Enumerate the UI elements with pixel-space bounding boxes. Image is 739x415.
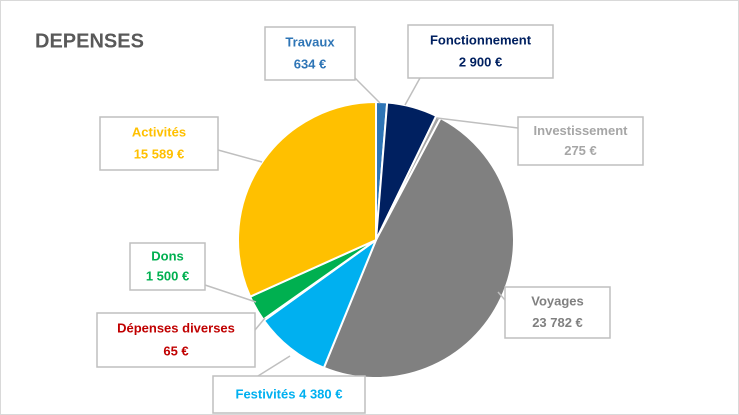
label-box (407, 24, 554, 79)
category-label: Dépenses diverses (117, 321, 235, 336)
leader-line (404, 77, 421, 106)
value-label: 23 782 € (532, 315, 583, 330)
leader-line (354, 77, 381, 104)
label-box (212, 375, 366, 414)
category-label: Fonctionnement (430, 32, 532, 47)
pie-slice (322, 116, 515, 379)
leader-line (217, 149, 263, 163)
value-label: 275 € (564, 143, 597, 158)
value-label: 65 € (163, 343, 188, 358)
value-label: 4 380 € (299, 387, 342, 402)
value-label: 634 € (294, 57, 327, 72)
value-label: 2 900 € (459, 55, 502, 70)
leader-line (497, 291, 506, 301)
label-box (517, 116, 644, 166)
category-label: Dons (151, 249, 184, 264)
label-box (129, 242, 206, 291)
leader-line (436, 117, 519, 129)
value-label: 15 589 € (134, 147, 185, 162)
leader-line (257, 355, 291, 377)
label-box (99, 116, 219, 171)
chart-title: DEPENSES (35, 30, 144, 52)
category-label: Festivités (236, 387, 296, 402)
pie-slice (237, 100, 377, 298)
category-label: Travaux (285, 34, 335, 49)
category-label: Voyages (531, 294, 584, 309)
category-label: Activités (132, 124, 186, 139)
label-box (504, 286, 611, 339)
value-label: 1 500 € (146, 268, 189, 283)
leader-line (254, 317, 266, 331)
category-label: Investissement (534, 123, 629, 138)
leader-line (204, 284, 257, 303)
data-label: Festivités 4 380 € (236, 387, 343, 402)
label-box (264, 26, 356, 81)
label-box (96, 312, 256, 368)
